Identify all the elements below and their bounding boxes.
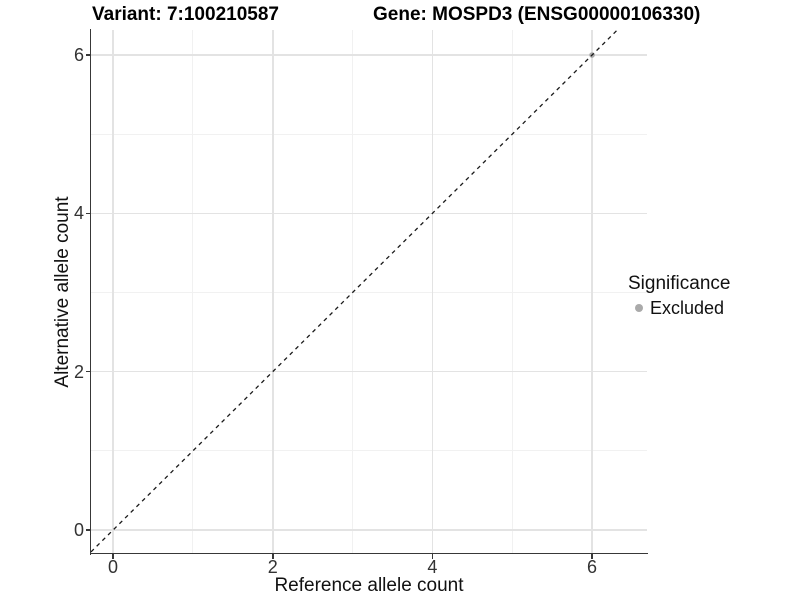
grid-minor-v [192, 30, 194, 553]
x-tick-label: 0 [108, 557, 119, 577]
grid-minor-v [511, 30, 513, 553]
x-axis-line [89, 552, 648, 555]
y-tick-label: 4 [73, 203, 84, 224]
x-tick [591, 554, 593, 559]
grid-major-h [91, 54, 647, 56]
y-tick-label: 2 [73, 361, 84, 382]
x-tick [112, 554, 114, 559]
grid-major-h [91, 529, 647, 531]
grid-minor-h [91, 291, 647, 293]
grid-minor-h [91, 450, 647, 452]
x-axis-title: Reference allele count [274, 575, 464, 596]
plot-layer [91, 30, 618, 553]
y-tick [86, 212, 91, 215]
grid-major-v [591, 30, 593, 553]
x-tick-label: 6 [587, 557, 598, 577]
x-tick-label: 2 [267, 557, 278, 577]
grid-major-h [91, 212, 647, 215]
y-axis-title: Alternative allele count [52, 196, 73, 388]
plot-title-variant: Variant: 7:100210587 [92, 4, 279, 25]
legend-item-excluded: Excluded [628, 297, 730, 319]
grid-major-v [431, 30, 434, 553]
plot-title-gene: Gene: MOSPD3 (ENSG00000106330) [373, 4, 701, 25]
y-tick [86, 370, 91, 373]
identity-dashed-line [91, 30, 618, 553]
x-tick-label: 4 [427, 557, 438, 577]
legend: Significance Excluded [628, 272, 730, 319]
point-icon [635, 304, 643, 312]
grid-major-v [112, 30, 114, 553]
y-tick [86, 54, 91, 56]
grid-minor-v [351, 30, 353, 553]
plot-panel [91, 30, 647, 553]
y-tick-label: 6 [73, 45, 84, 66]
grid-major-v [272, 30, 274, 553]
grid-major-h [91, 371, 647, 373]
legend-item-label: Excluded [650, 298, 725, 318]
y-tick-label: 0 [73, 520, 84, 541]
x-tick [431, 554, 434, 559]
y-axis-line [89, 29, 92, 555]
grid-minor-h [91, 133, 647, 135]
y-tick [86, 529, 91, 531]
x-tick [271, 554, 274, 559]
legend-title: Significance [628, 273, 731, 294]
